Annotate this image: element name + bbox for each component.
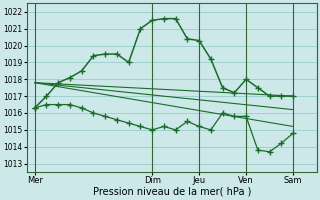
X-axis label: Pression niveau de la mer( hPa ): Pression niveau de la mer( hPa ) bbox=[92, 187, 251, 197]
